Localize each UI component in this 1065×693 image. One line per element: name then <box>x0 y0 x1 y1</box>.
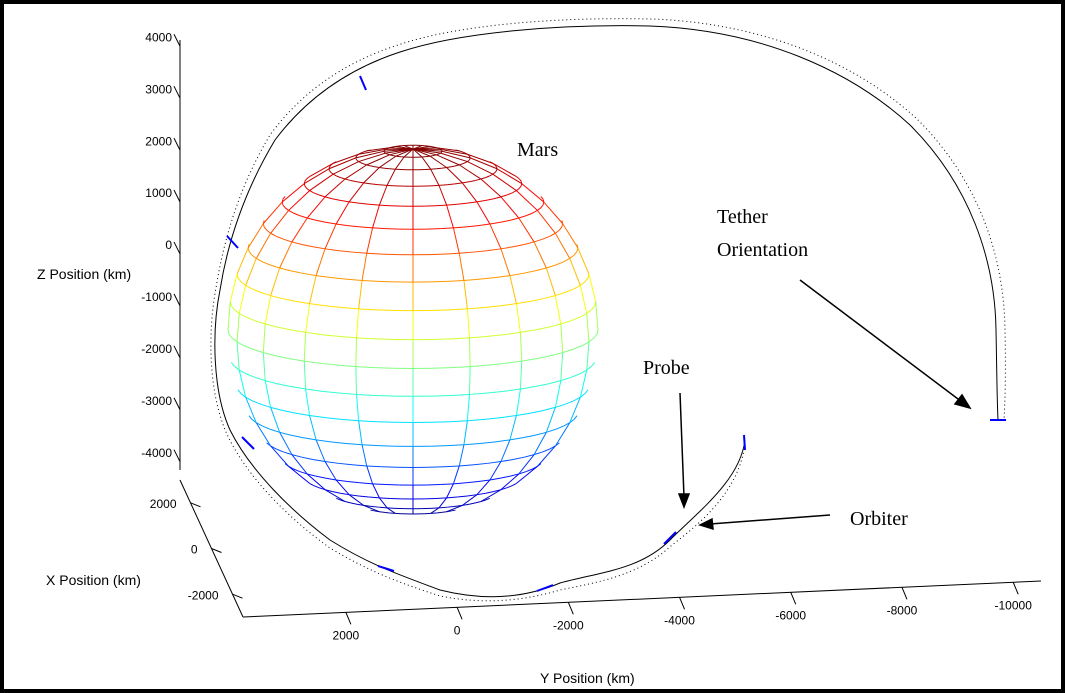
mesh-line <box>436 498 447 499</box>
z-tick-label: -4000 <box>141 446 172 460</box>
mars-sphere <box>228 145 598 515</box>
annotation: Orientation <box>717 239 808 261</box>
mesh-line <box>438 154 439 155</box>
mesh-line <box>379 512 384 513</box>
mesh-line <box>432 339 451 340</box>
mesh-line <box>439 507 447 508</box>
mesh-line <box>356 338 357 367</box>
mesh-line <box>384 168 389 169</box>
mesh-line <box>376 310 394 311</box>
x-tick-label: -2000 <box>188 588 219 602</box>
annotation: Orbiter <box>850 508 908 530</box>
mesh-line <box>356 367 357 395</box>
mesh-line <box>432 395 451 396</box>
y-tick-label: 2000 <box>333 629 360 643</box>
z-tick-label: -2000 <box>141 342 172 356</box>
mesh-line <box>376 422 394 423</box>
mesh-line <box>387 154 388 155</box>
y-tick-label: -2000 <box>553 618 584 632</box>
y-tick-label: -4000 <box>664 613 695 627</box>
mesh-line <box>375 339 394 340</box>
annotation: Probe <box>643 357 690 379</box>
y-tick-label: -8000 <box>887 603 918 617</box>
mesh-line <box>439 185 447 186</box>
mesh-line <box>432 368 451 369</box>
mesh-line <box>382 254 397 255</box>
mesh-line <box>436 168 441 169</box>
mesh-line <box>375 368 394 369</box>
mesh-line <box>469 367 470 395</box>
mesh-line <box>379 168 384 169</box>
y-tick-label: -10000 <box>995 598 1033 612</box>
x-axis-label: X Position (km) <box>46 572 141 588</box>
mesh-line <box>431 422 449 423</box>
mesh-line <box>436 512 441 513</box>
mesh-line <box>375 395 394 396</box>
mesh-line <box>429 254 444 255</box>
z-tick-label: 0 <box>165 238 172 252</box>
mesh-line <box>442 168 447 169</box>
mesh-line <box>382 467 397 468</box>
z-tick-label: 3000 <box>145 82 172 96</box>
mesh-line <box>379 205 390 206</box>
mesh-line <box>431 310 449 311</box>
figure: Mars Tether Orientation Probe Orbiter Z … <box>0 0 1065 693</box>
z-tick-label: 1000 <box>145 186 172 200</box>
mesh-line <box>430 281 447 282</box>
y-axis-label: Y Position (km) <box>540 670 635 686</box>
mesh-line <box>384 512 389 513</box>
mesh-line <box>379 185 387 186</box>
annotation: Tether <box>717 206 768 228</box>
y-tick-label: -6000 <box>775 608 806 622</box>
z-tick-label: -1000 <box>141 290 172 304</box>
mesh-line <box>379 498 390 499</box>
mesh-line <box>442 512 447 513</box>
z-tick-label: -3000 <box>141 394 172 408</box>
annotation: Mars <box>517 139 558 161</box>
z-axis-label: Z Position (km) <box>37 266 131 282</box>
x-tick-label: 0 <box>191 543 198 557</box>
mesh-line <box>436 205 447 206</box>
y-tick-label: 0 <box>454 624 461 638</box>
tether-marker <box>744 435 745 450</box>
z-tick-label: 2000 <box>145 134 172 148</box>
z-tick-label: 4000 <box>145 30 172 44</box>
x-tick-label: 2000 <box>150 497 177 511</box>
mesh-line <box>469 338 470 367</box>
mesh-line <box>379 281 396 282</box>
mesh-line <box>430 446 447 447</box>
mesh-line <box>379 446 396 447</box>
mesh-line <box>429 467 444 468</box>
mesh-line <box>379 507 387 508</box>
